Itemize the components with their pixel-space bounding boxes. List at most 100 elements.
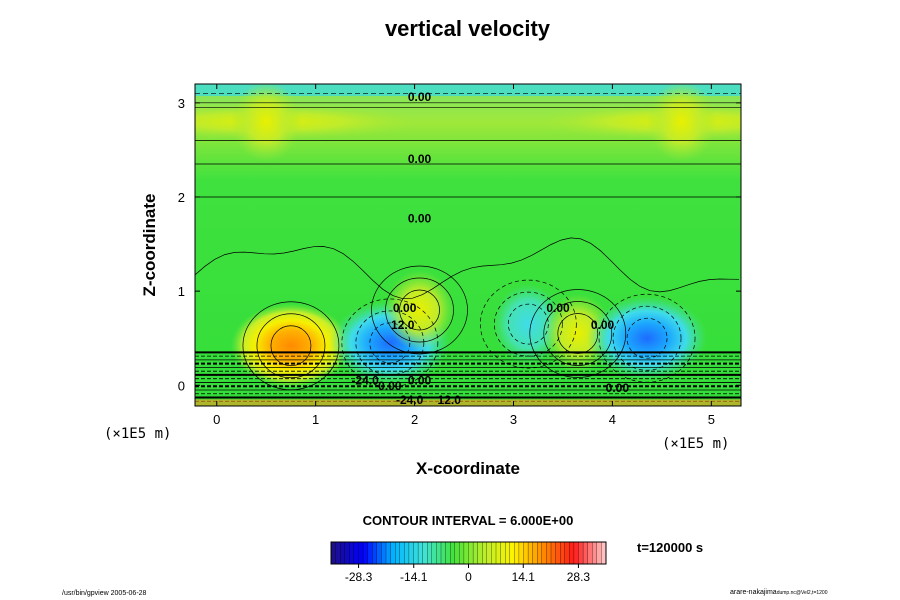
contour-label: 0.00 [393,301,417,315]
contour-ring [399,289,440,331]
colorbar-cell [541,541,547,565]
colorbar-cell [422,541,428,565]
contour-label: 0.00 [546,301,570,315]
y-tick-label: 2 [178,190,185,205]
y-tick-label: 3 [178,96,185,111]
colorbar-cell [385,541,392,565]
colorbar-cell [436,541,442,565]
colorbar-cell [454,541,460,565]
contour-label: -24.0 [396,393,424,407]
colorbar-cell [463,541,469,565]
colorbar-cell [532,541,538,565]
contour-ring [507,303,549,345]
contour-ring [626,317,668,359]
contour-interval-label: CONTOUR INTERVAL = 6.000E+00 [362,513,574,528]
contour-label: 0.00 [408,152,432,166]
colorbar-cell [335,541,341,565]
colorbar-cell [527,541,534,565]
colorbar-cell [477,541,483,565]
footer-right-main: arare-nakajima [730,589,777,596]
footer-right-sub: dump.nc@Vel2,t=1200 [776,590,828,596]
x-axis-unit: (×1E5 m) [662,436,730,452]
colorbar-cell [408,541,414,565]
colorbar-tick-label: -14.1 [400,570,428,584]
x-tick-label: 4 [609,412,616,427]
y-tick-label: 1 [178,284,185,299]
colorbar-cell [353,541,359,565]
y-tick-label: 0 [178,378,185,393]
colorbar-cell [569,541,575,565]
colorbar-cell [381,541,387,565]
colorbar-tick-label: 14.1 [512,570,536,584]
contour-label: 0.00 [591,318,615,332]
colorbar-cell [358,541,364,565]
colorbar-cell [509,541,515,565]
field-band [195,84,741,96]
contour-ring [371,265,468,355]
colorbar-cell [330,541,337,565]
contour-ring [529,289,627,378]
contour-label: 0.00 [378,379,402,393]
colorbar-cell [450,541,456,565]
colorbar-cell [514,541,520,565]
contour-label: 0.00 [408,90,432,104]
colorbar-cell [564,541,570,565]
colorbar-cell [582,541,589,565]
colorbar-cell [495,541,502,565]
contour-label: -24.0 [351,373,379,387]
footer-right: arare-nakajimadump.nc@Vel2,t=1200 [730,589,828,596]
contour-ring [479,279,577,369]
colorbar-cell [344,541,350,565]
colorbar-cell [537,541,543,565]
colorbar-cell [555,541,561,565]
contour-ring [270,325,312,367]
contour-ring [256,313,326,379]
contour-line [195,237,740,300]
colorbar-cell [399,541,405,565]
colorbar-cell [491,541,497,565]
colorbar-tick-label: -28.3 [345,570,373,584]
colorbar-cell [500,541,506,565]
colorbar-cell [486,541,492,565]
contour-label: 12.0 [438,393,462,407]
x-tick-label: 1 [312,412,319,427]
colorbar-cell [427,541,433,565]
contour-ring [612,305,682,371]
contour-label: 0.00 [606,381,630,395]
contour-ring [543,301,613,366]
colorbar-cell [404,541,410,565]
colorbar-cell [573,541,579,565]
x-tick-label: 3 [510,412,517,427]
contour-ring [557,313,599,354]
colorbar-cell [440,541,447,565]
x-tick-label: 5 [708,412,715,427]
colorbar-tick-label: 28.3 [567,570,591,584]
colorbar-cell [417,541,424,565]
colorbar-cell [505,541,511,565]
colorbar-cell [482,541,488,565]
colorbar-cell [560,541,566,565]
colorbar-cell [578,541,584,565]
colorbar-tick-label: 0 [465,570,472,584]
updraft-cell [384,269,455,350]
x-tick-label: 2 [411,412,418,427]
contour-ring [385,277,454,343]
plot-frame [194,83,742,407]
colorbar-cell [550,541,557,565]
x-tick-label: 0 [213,412,220,427]
field-bottom [195,399,741,406]
colorbar-cell [546,541,552,565]
time-label: t=120000 s [637,540,704,555]
colorbar-cell [523,541,529,565]
contour-label: 0.00 [408,211,432,225]
colorbar-cell [390,541,396,565]
colorbar-cell [587,541,593,565]
footer-left: /usr/bin/gpview 2005-06-28 [62,590,147,597]
colorbar-cell [431,541,437,565]
colorbar-cell [349,541,355,565]
updraft-cell [231,84,302,162]
colorbar-cell [596,541,602,565]
y-axis-unit: (×1E5 m) [104,426,172,442]
contour-label: 12.0 [391,318,415,332]
